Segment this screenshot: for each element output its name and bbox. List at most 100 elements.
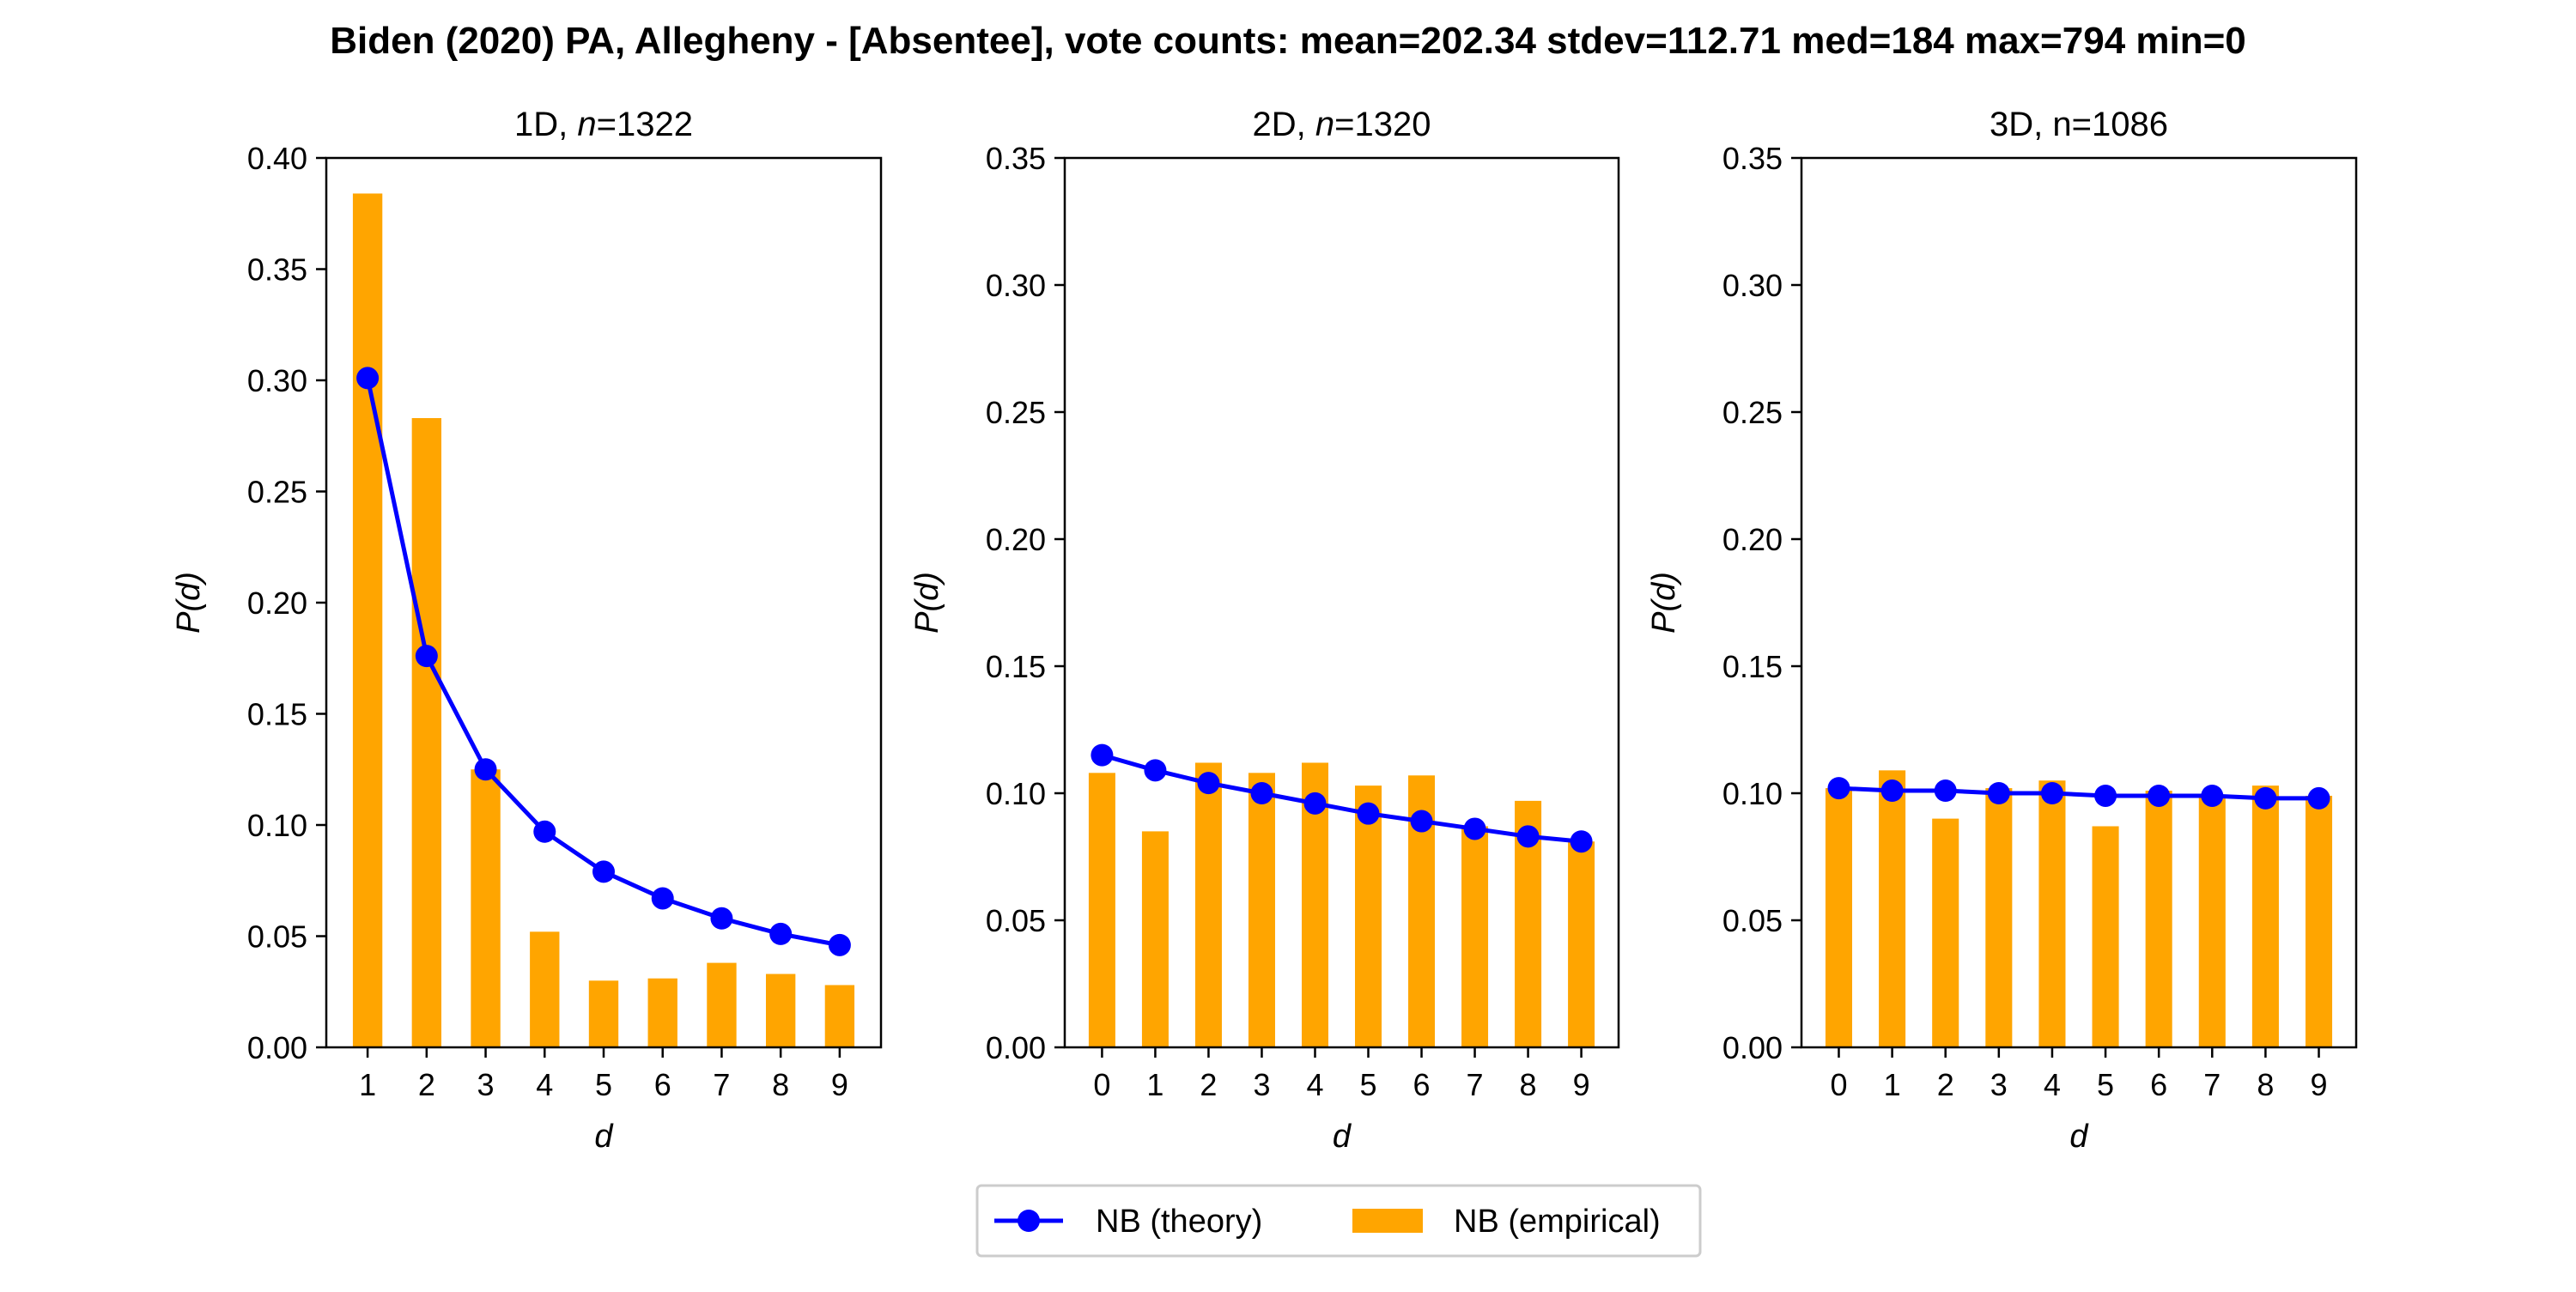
theory-point	[769, 922, 793, 945]
x-tick-label: 6	[654, 1067, 671, 1102]
x-tick-label: 0	[1093, 1067, 1110, 1102]
panel-title: 2D, n=1320	[1253, 106, 1431, 143]
empirical-bar	[1932, 818, 1959, 1047]
theory-line	[1101, 753, 1582, 844]
figure-title: Biden (2020) PA, Allegheny - [Absentee],…	[330, 20, 2246, 62]
chart-panel-1: 0.00 0.05 0.10 0.15 0.20 0.25 0.30 0.35 0.40 1 2 3 4…	[171, 106, 883, 1155]
y-tick-label: 0.25	[986, 395, 1046, 430]
empirical-bar	[707, 962, 737, 1047]
x-tick-label: 4	[1306, 1067, 1323, 1102]
x-tick-label: 3	[1990, 1067, 2008, 1102]
theory-point	[474, 758, 497, 781]
y-tick-label: 0.25	[247, 475, 307, 510]
x-tick-label: 6	[2150, 1067, 2167, 1102]
empirical-bar	[1825, 788, 1853, 1047]
y-tick-label: 0.20	[986, 522, 1046, 557]
x-tick-label: 6	[1413, 1067, 1431, 1102]
x-tick-label: 2	[418, 1067, 435, 1102]
plot-frame	[325, 156, 883, 1049]
empirical-bar	[2038, 780, 2066, 1047]
x-tick-label: 9	[2311, 1067, 2328, 1102]
theory-point	[828, 933, 851, 956]
x-tick-label: 9	[831, 1067, 848, 1102]
y-tick-label: 0.35	[247, 252, 307, 288]
x-tick-label: 5	[2097, 1067, 2114, 1102]
x-tick-label: 7	[1467, 1067, 1484, 1102]
x-tick-label: 2	[1937, 1067, 1954, 1102]
empirical-bar	[2305, 795, 2333, 1047]
empirical-bar	[530, 931, 560, 1047]
x-tick-label: 7	[2203, 1067, 2221, 1102]
empirical-bar	[1879, 770, 1906, 1047]
theory-point	[2040, 782, 2063, 804]
y-axis-label: P(d)	[909, 572, 945, 634]
theory-point	[592, 860, 615, 883]
y-tick-label: 0.00	[1722, 1030, 1783, 1065]
theory-point	[2201, 784, 2224, 807]
x-axis-label: d	[594, 1119, 614, 1155]
theory-point	[356, 367, 380, 390]
x-tick-label: 8	[2257, 1067, 2274, 1102]
y-tick-label: 0.35	[1722, 141, 1783, 176]
y-axis-label: P(d)	[1646, 572, 1682, 634]
empirical-bar	[1568, 841, 1595, 1047]
theory-point	[1516, 825, 1540, 848]
x-tick-label: 8	[772, 1067, 789, 1102]
x-tick-label: 5	[1359, 1067, 1376, 1102]
empirical-bar	[824, 985, 855, 1047]
theory-line	[1838, 786, 2319, 801]
theory-point	[1987, 782, 2010, 804]
empirical-bar	[1248, 773, 1275, 1047]
y-tick-label: 0.30	[1722, 268, 1783, 303]
plot-frame	[1800, 156, 2358, 1049]
theory-point	[2254, 786, 2277, 810]
theory-point	[1463, 817, 1486, 840]
legend-frame	[975, 1184, 1702, 1258]
x-tick-label: 3	[1253, 1067, 1270, 1102]
empirical-bar	[2198, 795, 2226, 1047]
x-tick-label: 9	[1573, 1067, 1590, 1102]
theory-point	[1357, 802, 1380, 825]
empirical-bar	[1141, 831, 1169, 1047]
y-tick-label: 0.15	[986, 649, 1046, 684]
theory-point	[1250, 782, 1273, 804]
x-tick-label: 4	[2044, 1067, 2061, 1102]
y-tick-label: 0.35	[986, 141, 1046, 176]
chart-panels: 0.00 0.05 0.10 0.15 0.20 0.25 0.30 0.35 0.40 1 2 3 4…	[171, 106, 2358, 1155]
y-tick-label: 0.15	[247, 697, 307, 732]
y-axis-label: P(d)	[171, 572, 207, 634]
y-tick-label: 0.05	[1722, 903, 1783, 938]
legend-empirical-swatch	[1352, 1209, 1423, 1233]
x-axis-label: d	[2069, 1119, 2089, 1155]
empirical-bar	[2145, 791, 2172, 1047]
x-tick-label: 2	[1200, 1067, 1217, 1102]
empirical-bar	[1461, 826, 1489, 1047]
y-tick-label: 0.00	[986, 1030, 1046, 1065]
theory-point	[651, 887, 674, 910]
y-tick-label: 0.25	[1722, 395, 1783, 430]
theory-point	[1934, 779, 1957, 803]
x-tick-label: 4	[536, 1067, 553, 1102]
theory-point	[1197, 772, 1220, 795]
y-tick-label: 0.05	[986, 903, 1046, 938]
theory-point	[1410, 810, 1433, 833]
theory-point	[1091, 743, 1114, 767]
theory-point	[1303, 792, 1327, 815]
x-tick-label: 8	[1520, 1067, 1537, 1102]
legend-theory-marker	[1018, 1210, 1040, 1232]
y-tick-label: 0.15	[1722, 649, 1783, 684]
empirical-bar	[765, 974, 796, 1047]
empirical-bar	[1985, 788, 2013, 1047]
theory-point	[1144, 759, 1167, 782]
y-tick-label: 0.30	[247, 363, 307, 398]
empirical-bar	[647, 978, 677, 1047]
theory-point	[2148, 784, 2171, 807]
y-tick-label: 0.20	[247, 585, 307, 621]
empirical-bar	[471, 769, 501, 1047]
empirical-bar	[2251, 786, 2279, 1047]
y-tick-label: 0.20	[1722, 522, 1783, 557]
panel-title: 3D, n=1086	[1990, 106, 2168, 143]
legend-theory-label: NB (theory)	[1096, 1204, 1262, 1240]
empirical-bar	[352, 193, 383, 1047]
empirical-bar	[1194, 762, 1222, 1047]
